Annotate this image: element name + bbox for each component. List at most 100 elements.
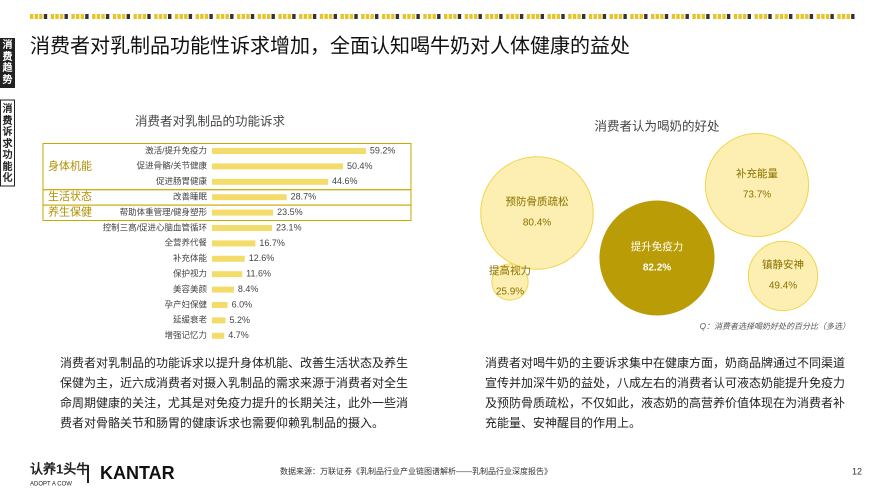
decor-dot (444, 14, 448, 19)
decor-dot (609, 14, 613, 19)
decor-dot (536, 14, 540, 19)
decor-dot (795, 14, 800, 19)
decor-dot (531, 14, 535, 19)
decor-dot (220, 14, 225, 19)
decor-dot (225, 14, 229, 19)
decor-dot (287, 14, 291, 19)
value-label: 6.0% (232, 299, 253, 309)
logo-en: ADOPT A COW (30, 482, 72, 488)
bubble (480, 156, 594, 270)
decor-dot (411, 14, 416, 19)
value-label: 23.1% (276, 222, 302, 232)
decor-dot (634, 14, 639, 19)
bubble-label: 补充能量 (736, 167, 778, 180)
decor-dot (448, 14, 452, 19)
decor-dot (618, 14, 623, 19)
decor-dot (299, 14, 303, 19)
decor-dot (768, 14, 772, 19)
decor-dot (540, 14, 544, 19)
bubble (599, 200, 715, 316)
decor-dot (593, 14, 597, 19)
decor-dot (85, 14, 89, 19)
decor-dot (800, 14, 804, 19)
decor-dot (407, 14, 411, 19)
value-label: 16.7% (259, 238, 285, 248)
decor-dot (349, 14, 354, 19)
category-label: 补充体能 (173, 253, 208, 263)
decor-dot (639, 14, 643, 19)
decor-dot (733, 14, 738, 19)
decor-dot (361, 14, 365, 19)
decor-dot (184, 14, 188, 19)
decor-dot (547, 14, 551, 19)
decor-dot (494, 14, 498, 19)
decor-dot (39, 14, 43, 19)
decor-dot (402, 14, 406, 19)
decor-dot (324, 14, 328, 19)
value-label: 5.2% (230, 315, 251, 325)
right-paragraph: 消费者对喝牛奶的主要诉求集中在健康方面，奶商品牌通过不同渠道宣传并加深牛奶的益处… (485, 356, 846, 430)
decor-dot (676, 14, 680, 19)
group-box (42, 204, 412, 222)
decor-dot (340, 14, 344, 19)
decor-dot (154, 14, 158, 19)
decor-dot (651, 14, 655, 19)
bubble-value: 80.4% (523, 218, 551, 229)
value-label: 23.5% (277, 207, 303, 217)
decor-dot (598, 14, 602, 19)
decor-dot (271, 14, 275, 19)
slide-title: 消费者对乳制品功能性诉求增加，全面认知喝牛奶对人体健康的益处 (30, 34, 630, 57)
decor-dot (126, 14, 130, 19)
source: 数据来源：万联证券《乳制品行业产业链图谱解析——乳制品行业深度报告》 (280, 466, 552, 476)
decor-dot (370, 14, 374, 19)
bubble (747, 240, 819, 312)
decor-dot (147, 14, 151, 19)
decor-dot (71, 14, 75, 19)
value-label: 11.6% (246, 269, 271, 279)
decor-dot (122, 14, 126, 19)
decor-dot (510, 14, 515, 19)
decor-dot (250, 14, 255, 19)
decor-dot (588, 14, 593, 19)
decor-dot (92, 14, 96, 19)
decor-dot (386, 14, 390, 19)
decor-dot (837, 14, 841, 19)
decor-dot (142, 14, 147, 19)
category-label: 控制三高/促进心脑血管循环 (103, 222, 208, 232)
group-label: 生活状态 (48, 189, 92, 203)
bubble-value: 25.9% (496, 287, 524, 298)
decor-dot (423, 14, 427, 19)
decor-dot (216, 14, 220, 19)
bubble-label: 预防骨质疏松 (506, 195, 569, 208)
decor-dot (692, 14, 696, 19)
decor-dot (701, 14, 705, 19)
category-label: 激活/提升免疫力 (145, 145, 207, 155)
decor-dot (105, 14, 110, 19)
decor-dot (747, 14, 751, 19)
tab-label: 消费诉求功能化 (2, 104, 13, 184)
bar (212, 148, 366, 154)
decor-dot (43, 14, 48, 19)
decor-dot (655, 14, 659, 19)
decor-dot (614, 14, 618, 19)
bar (212, 332, 225, 339)
bar (212, 163, 344, 170)
tab-outline (0, 99, 15, 187)
decor-dot (556, 14, 561, 19)
decor-dot (697, 14, 701, 19)
decor-dot (55, 14, 59, 19)
category-label: 保护视力 (173, 268, 207, 278)
decor-dot (775, 14, 779, 19)
decor-dot (432, 14, 436, 19)
decor-dot (846, 14, 850, 19)
decor-dot (391, 14, 395, 19)
category-label: 促进肠胃健康 (156, 176, 208, 186)
decor-dot (30, 14, 34, 19)
bar (212, 271, 243, 278)
bar (212, 225, 273, 231)
decor-dot (395, 14, 400, 19)
decor-dot (713, 14, 717, 19)
bar (212, 302, 228, 308)
decor-dot (64, 14, 68, 19)
logo-cn: 认养1头牛 (30, 461, 89, 476)
